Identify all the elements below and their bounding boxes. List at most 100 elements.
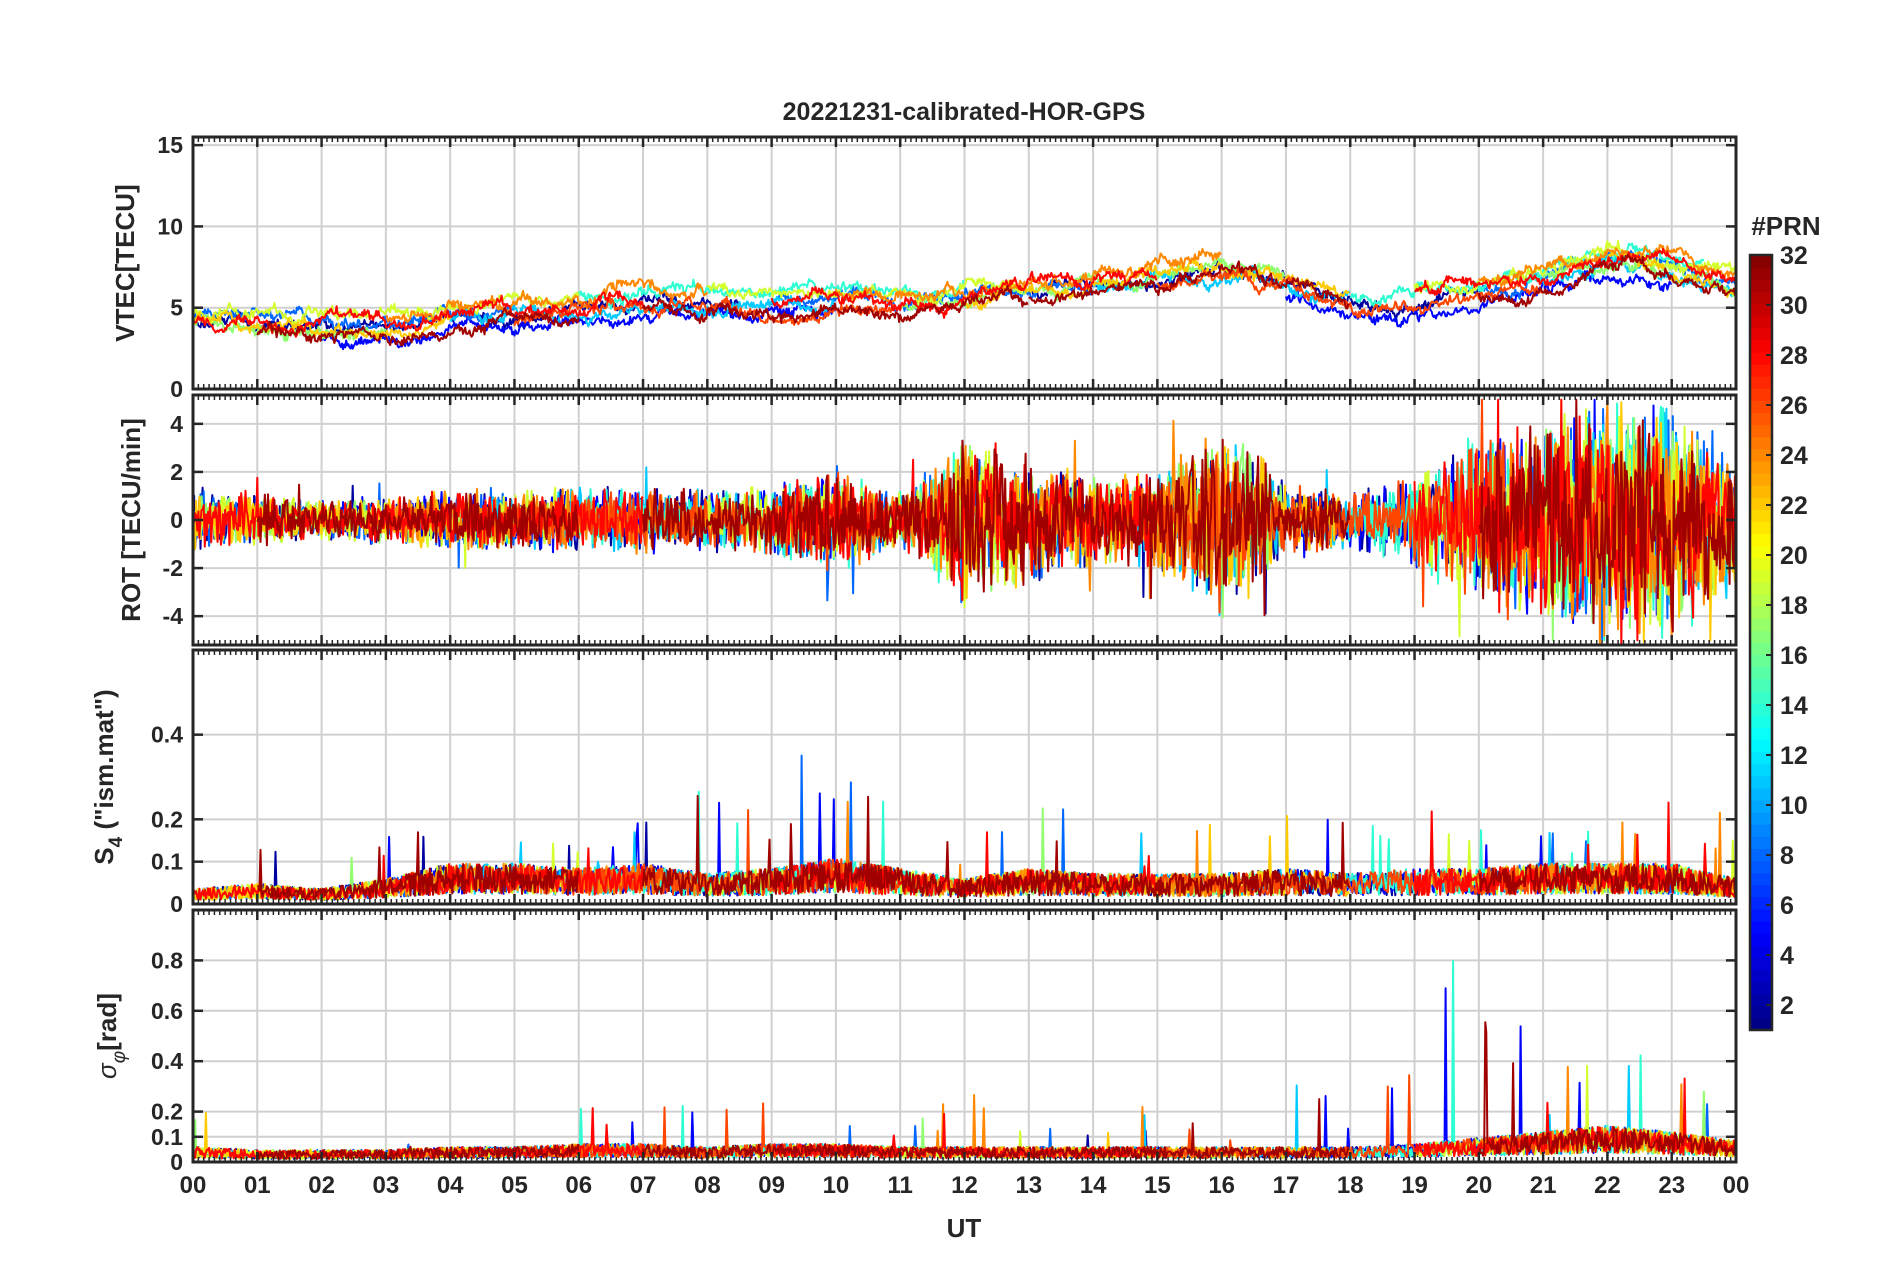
colorbar-tick-label: 20 (1780, 542, 1808, 570)
colorbar-swatch (1750, 1017, 1772, 1031)
y-tick-label: 0.4 (151, 1048, 183, 1074)
prn-31-trace (1478, 862, 1736, 898)
panel-rot-ticks (191, 395, 1738, 645)
panel-sigma-phi-ticks (191, 910, 1738, 1164)
colorbar-swatch (1750, 255, 1772, 268)
prn-31-trace (256, 483, 580, 549)
y-tick-label: 10 (157, 213, 183, 239)
colorbar-swatch (1750, 799, 1772, 813)
panel-s4-ylabel-main: S (89, 847, 119, 864)
prn-5-trace (1285, 270, 1672, 328)
panel-sigma-phi-ylabel: σφ[rad] (92, 993, 130, 1079)
panel-vtec-ytick-labels: 0 5 10 15 (157, 132, 183, 402)
y-tick-label: 0.8 (151, 947, 183, 973)
chart-title: 20221231-calibrated-HOR-GPS (783, 98, 1146, 126)
prn-14-trace (1349, 960, 1705, 1159)
panel-sigma-phi-grid (193, 910, 1736, 1162)
colorbar-swatch (1750, 884, 1772, 898)
colorbar-tick-label: 18 (1780, 592, 1808, 620)
colorbar-swatch (1750, 630, 1772, 644)
colorbar-swatch (1750, 472, 1772, 486)
colorbar-swatch (1750, 654, 1772, 668)
colorbar-frame (1748, 253, 1774, 1032)
colorbar-swatch (1750, 521, 1772, 535)
x-tick-label: 18 (1337, 1172, 1364, 1199)
colorbar-swatch (1750, 606, 1772, 619)
y-tick-label: 5 (170, 295, 183, 321)
colorbar-swatch (1750, 824, 1772, 837)
colorbar-swatch (1750, 291, 1772, 305)
prn-19-trace (193, 290, 580, 329)
prn-28-trace (770, 267, 1158, 319)
prn-28-trace (1414, 1077, 1736, 1158)
y-tick-label: 0 (170, 1149, 183, 1175)
prn-31-trace (256, 307, 580, 347)
x-tick-label: 19 (1401, 1172, 1428, 1199)
colorbar-tick-label: 4 (1780, 942, 1794, 970)
prn-31-trace (642, 284, 1029, 325)
colorbar-swatch (1750, 460, 1772, 474)
colorbar-swatch (1750, 908, 1772, 922)
panel-s4-ticks (191, 650, 1738, 906)
x-tick-label: 16 (1208, 1172, 1235, 1199)
colorbar-swatch (1750, 594, 1772, 607)
colorbar-label: #PRN (1751, 211, 1820, 241)
x-tick-label: 10 (823, 1172, 850, 1199)
x-tick-label: 06 (565, 1172, 592, 1199)
colorbar-tick-label: 30 (1780, 292, 1808, 320)
prn-31-trace (642, 439, 1029, 593)
y-tick-label: 0 (170, 376, 183, 402)
colorbar-swatch (1750, 363, 1772, 377)
colorbar-swatch (1750, 957, 1772, 971)
colorbar-swatch (1750, 775, 1772, 789)
prn-31-trace (1027, 438, 1351, 617)
colorbar-swatch (1750, 400, 1772, 414)
y-tick-label: 0.6 (151, 998, 183, 1024)
colorbar-swatch (1750, 267, 1772, 280)
colorbar-swatch (1750, 642, 1772, 656)
colorbar-swatch (1750, 860, 1772, 874)
x-tick-label: 21 (1530, 1172, 1557, 1199)
x-tick-label: 00 (180, 1172, 207, 1199)
colorbar-swatch (1750, 279, 1772, 292)
prn-11-trace (449, 295, 836, 328)
colorbar-swatch (1750, 509, 1772, 523)
x-tick-label: 01 (244, 1172, 271, 1199)
colorbar-tick-label: 8 (1780, 842, 1794, 870)
x-tick-label: 04 (437, 1172, 464, 1199)
x-tick-label: 15 (1144, 1172, 1171, 1199)
x-tick-labels: 00 01 02 03 04 05 06 07 08 09 10 11 12 13 14 15 16 17 18 19… (180, 1172, 1750, 1199)
y-tick-label: 0.1 (151, 849, 183, 875)
x-tick-label: 05 (501, 1172, 528, 1199)
colorbar-swatch (1750, 339, 1772, 353)
colorbar-swatch (1750, 945, 1772, 958)
colorbar-swatch (1750, 581, 1772, 595)
x-tick-label: 11 (888, 1172, 913, 1199)
panel-rot-ytick-labels: -4 -2 0 2 4 (163, 411, 184, 629)
x-tick-label: 03 (373, 1172, 400, 1199)
y-tick-label: 15 (157, 132, 183, 158)
colorbar-swatch (1750, 388, 1772, 401)
colorbar-swatch (1750, 969, 1772, 983)
panel-s4-ylabel: S4 ("ism.mat") (89, 689, 127, 864)
prn-24-trace (1477, 244, 1736, 288)
colorbar-swatch (1750, 424, 1772, 438)
colorbar-swatch (1750, 351, 1772, 365)
panel-vtec-traces (193, 240, 1736, 351)
colorbar-swatch (1750, 981, 1772, 995)
y-tick-label: 2 (170, 459, 183, 485)
panel-s4-ylabel-sub: 4 (106, 836, 127, 847)
colorbar-swatch (1750, 569, 1772, 583)
panel-vtec-grid (193, 137, 1736, 389)
colorbar-tick-label: 26 (1780, 392, 1808, 420)
prn-31-trace (257, 831, 580, 901)
panel-sigma-phi-ytick-labels: 00.10.2 0.4 0.6 0.8 (151, 947, 183, 1175)
colorbar-swatch (1750, 787, 1772, 801)
prn-31-trace (1478, 398, 1736, 633)
colorbar-swatch (1750, 315, 1772, 329)
panel-rot-traces (193, 398, 1736, 645)
panel-vtec-ticks (191, 137, 1738, 391)
